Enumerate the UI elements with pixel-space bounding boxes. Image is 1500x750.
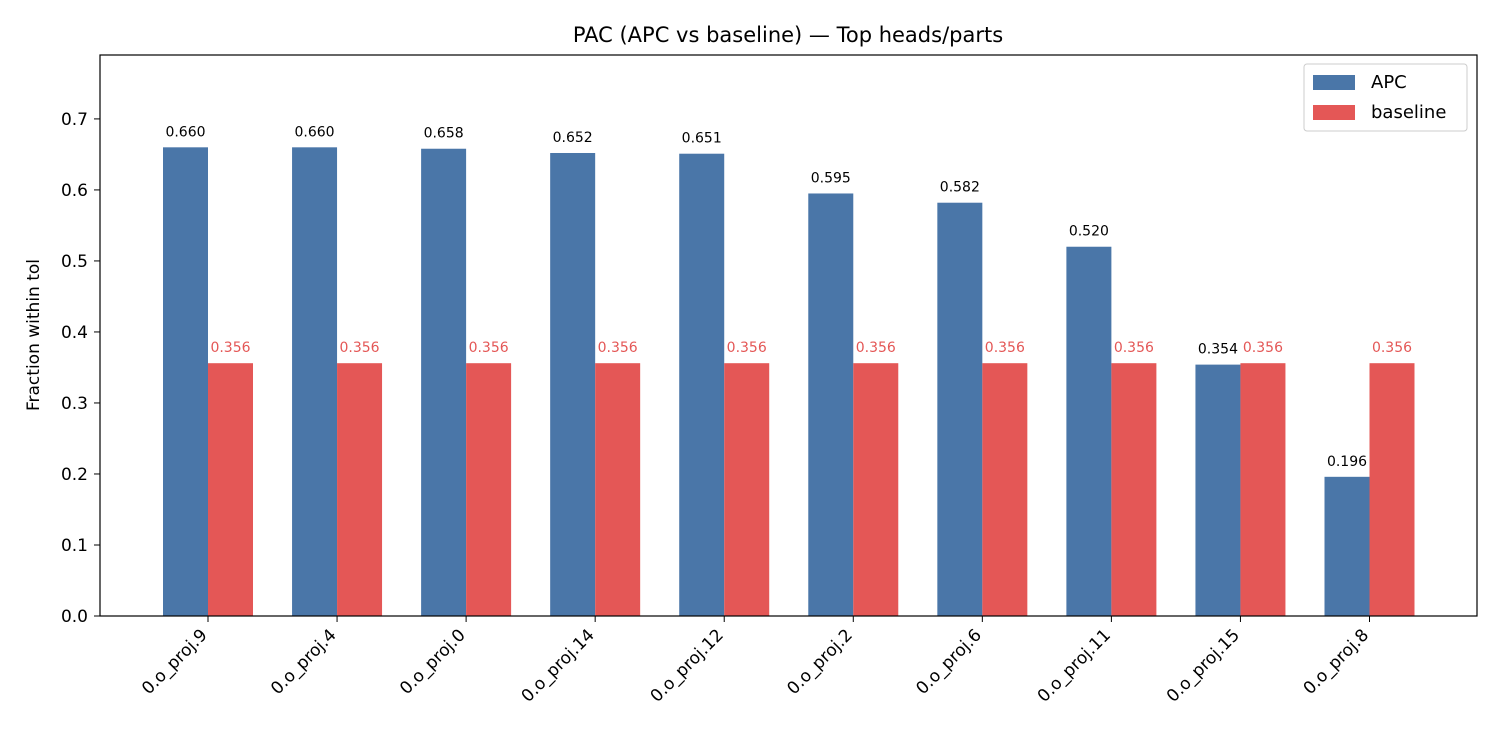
- bar-baseline: [853, 363, 899, 616]
- data-label-baseline: 0.356: [469, 340, 509, 356]
- bar-apc: [163, 147, 208, 616]
- x-tick-label: 0.o_proj.9: [138, 625, 211, 698]
- y-tick-label: 0.0: [61, 607, 88, 627]
- bar-baseline: [724, 363, 770, 616]
- bar-apc: [679, 153, 725, 617]
- data-label-baseline: 0.356: [598, 340, 638, 356]
- bar-apc: [550, 152, 596, 616]
- data-label-baseline: 0.356: [210, 340, 250, 356]
- bar-apc: [421, 148, 467, 617]
- bar-apc: [808, 193, 854, 617]
- data-label-apc: 0.196: [1327, 454, 1367, 470]
- data-label-baseline: 0.356: [1243, 340, 1283, 356]
- bar-baseline: [466, 363, 512, 616]
- data-label-baseline: 0.356: [856, 340, 896, 356]
- bar-baseline: [595, 363, 641, 616]
- bar-apc: [1066, 246, 1112, 616]
- legend-swatch-apc: [1313, 75, 1355, 90]
- chart-title: PAC (APC vs baseline) — Top heads/parts: [573, 23, 1003, 47]
- y-axis-label: Fraction within tol: [24, 259, 44, 411]
- y-tick-label: 0.5: [61, 252, 88, 272]
- data-label-baseline: 0.356: [727, 340, 767, 356]
- data-label-apc: 0.595: [811, 170, 851, 186]
- bar-apc: [937, 202, 983, 616]
- y-tick-label: 0.6: [61, 181, 88, 201]
- bar-apc: [1324, 476, 1370, 616]
- x-tick-label: 0.o_proj.14: [518, 625, 599, 706]
- legend-label-apc: APC: [1371, 72, 1407, 93]
- x-tick-label: 0.o_proj.2: [783, 625, 856, 698]
- plot-frame: [99, 54, 1478, 617]
- data-label-baseline: 0.356: [340, 340, 380, 356]
- x-tick-label: 0.o_proj.8: [1300, 625, 1373, 698]
- bar-apc: [1195, 364, 1241, 616]
- data-label-baseline: 0.356: [1114, 340, 1154, 356]
- legend-label-baseline: baseline: [1371, 102, 1446, 123]
- bar-baseline: [982, 363, 1028, 616]
- bar-baseline: [208, 363, 253, 616]
- x-tick-label: 0.o_proj.11: [1034, 625, 1115, 706]
- x-tick-label: 0.o_proj.0: [396, 625, 469, 698]
- data-label-apc: 0.660: [165, 124, 205, 140]
- y-tick-label: 0.4: [61, 323, 88, 343]
- data-label-baseline: 0.356: [1372, 340, 1412, 356]
- y-tick-label: 0.3: [61, 394, 88, 414]
- bar-baseline: [1240, 363, 1286, 616]
- data-label-baseline: 0.356: [985, 340, 1025, 356]
- data-label-apc: 0.354: [1198, 342, 1238, 358]
- data-label-apc: 0.651: [682, 131, 722, 147]
- bar-baseline: [337, 363, 383, 616]
- legend-swatch-baseline: [1313, 105, 1355, 120]
- y-tick-label: 0.1: [61, 536, 88, 556]
- data-label-apc: 0.660: [295, 124, 335, 140]
- data-label-apc: 0.582: [940, 180, 980, 196]
- legend: APC baseline: [1303, 63, 1468, 132]
- data-label-apc: 0.658: [424, 126, 464, 142]
- x-tick-label: 0.o_proj.6: [912, 625, 985, 698]
- bar-baseline: [1369, 363, 1415, 616]
- x-tick-label: 0.o_proj.15: [1163, 625, 1244, 706]
- plot-area: 0.0 0.1 0.2 0.3 0.4 0.5 0.6 0.7 0.660 0.356 0.o_pr…: [61, 110, 1415, 706]
- y-tick-label: 0.7: [61, 110, 88, 130]
- x-tick-label: 0.o_proj.12: [647, 625, 728, 706]
- y-tick-label: 0.2: [61, 465, 88, 485]
- data-label-apc: 0.520: [1069, 224, 1109, 240]
- data-label-apc: 0.652: [553, 130, 593, 146]
- bar-apc: [292, 147, 338, 616]
- x-tick-label: 0.o_proj.4: [267, 625, 340, 698]
- bar-baseline: [1111, 363, 1157, 616]
